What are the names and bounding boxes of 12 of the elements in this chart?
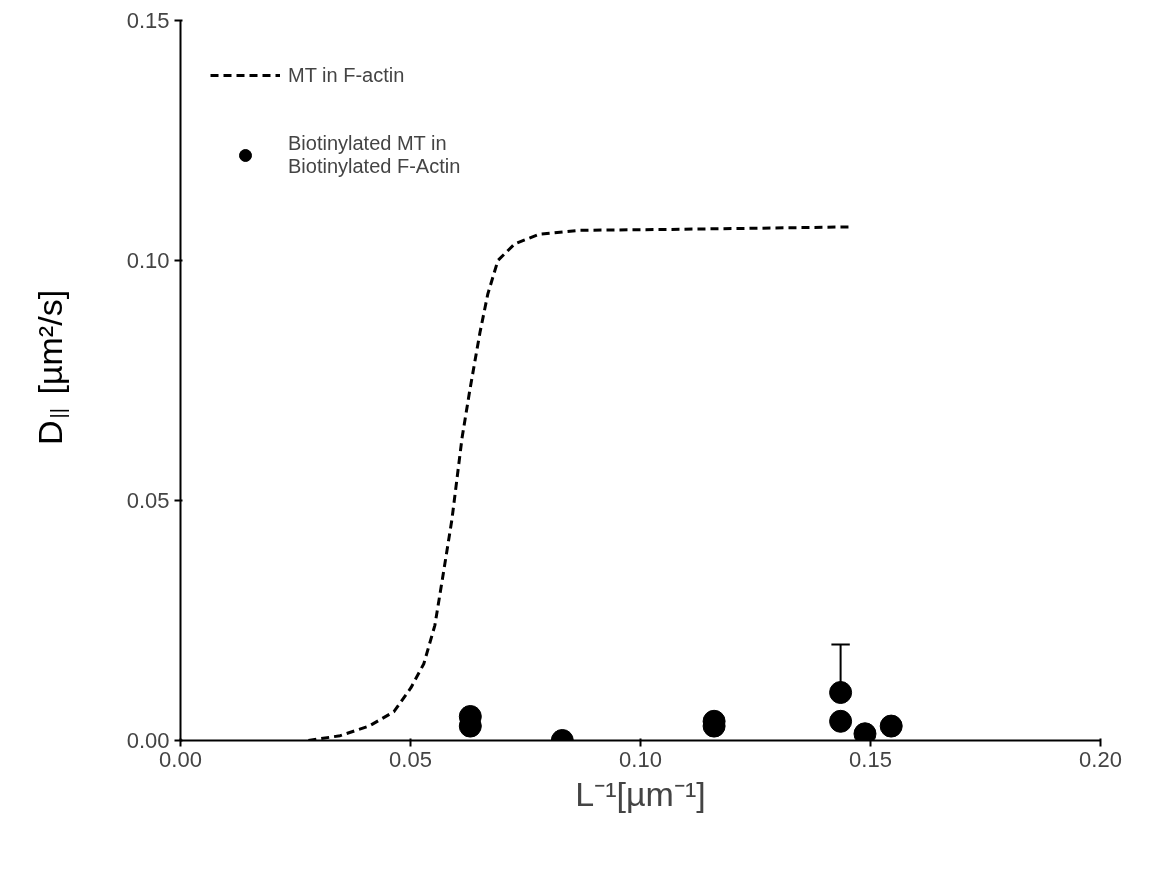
legend-label: MT in F-actin xyxy=(288,62,405,88)
y-tick-label: 0.10 xyxy=(126,248,170,273)
y-axis-title: D|| [µm²/s] xyxy=(31,289,69,446)
y-tick-label: 0.00 xyxy=(126,728,170,753)
x-tick-label: 0.20 xyxy=(1079,746,1122,772)
x-tick-label: 0.15 xyxy=(849,746,892,772)
y-tick-label: 0.05 xyxy=(126,488,170,513)
y-tick-label: 0.15 xyxy=(126,8,170,33)
legend-label: Biotinylated MT in Biotinylated F-Actin xyxy=(288,131,461,179)
x-tick-label: 0.10 xyxy=(619,746,662,772)
x-tick-label: 0.05 xyxy=(389,746,432,772)
x-axis-title: L⁻¹[µm⁻¹] xyxy=(575,774,706,813)
